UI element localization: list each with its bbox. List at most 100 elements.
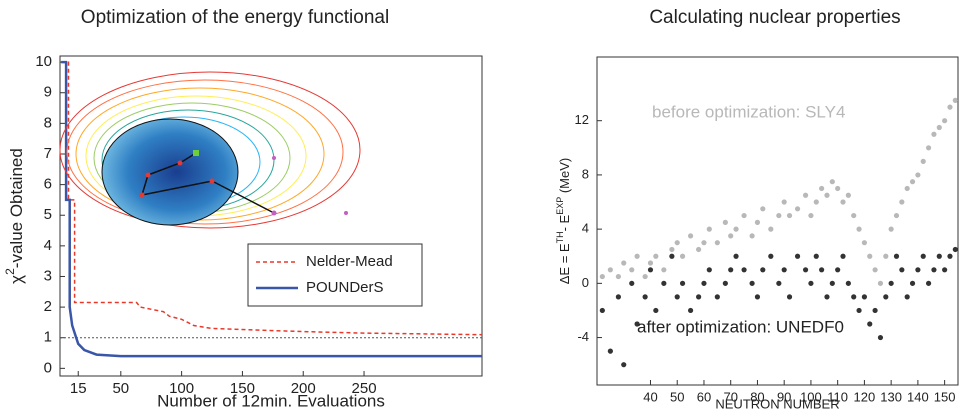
y-tick-label: -4	[577, 329, 589, 344]
point	[621, 260, 627, 266]
y-tick-label: 0	[44, 359, 52, 376]
point	[835, 267, 841, 273]
point	[768, 226, 774, 232]
point	[714, 294, 720, 300]
x-tick-label: 60	[697, 389, 711, 404]
point	[714, 240, 720, 246]
annotation: before optimization: SLY4	[652, 102, 845, 121]
point	[851, 294, 857, 300]
point	[808, 280, 814, 286]
point	[615, 273, 621, 280]
y-tick-label: 7	[44, 145, 52, 162]
x-tick-label: 120	[854, 389, 876, 404]
point	[893, 253, 900, 259]
y-tick-label: 12	[575, 112, 589, 127]
point	[615, 294, 621, 300]
y-tick-label: 9	[44, 84, 52, 101]
point	[653, 253, 659, 259]
point	[706, 267, 712, 273]
point	[728, 267, 734, 273]
x-tick-label: 150	[934, 389, 956, 404]
point	[872, 267, 878, 273]
point	[856, 226, 862, 232]
point	[877, 280, 884, 286]
point	[845, 192, 851, 198]
y-label-part: -value Obtained	[7, 148, 26, 268]
point	[888, 226, 894, 232]
point	[925, 145, 932, 151]
point	[776, 212, 782, 219]
chart-title: Optimization of the energy functional	[81, 7, 389, 28]
legend-box	[247, 243, 423, 307]
point	[733, 253, 739, 259]
point	[701, 240, 707, 246]
point	[607, 267, 613, 273]
contour-inset	[59, 71, 361, 229]
x-tick-label: 200	[291, 380, 316, 397]
point	[856, 307, 862, 314]
x-tick-label: 90	[777, 389, 791, 404]
point	[925, 280, 932, 286]
point	[936, 124, 942, 131]
point	[607, 348, 613, 354]
point	[829, 280, 835, 286]
point	[915, 267, 921, 273]
point	[942, 118, 948, 124]
point	[722, 280, 728, 286]
x-tick-label: 70	[723, 389, 737, 404]
y-tick-label: 5	[44, 206, 52, 223]
point	[915, 172, 921, 178]
x-tick-label: 150	[230, 380, 255, 397]
point	[669, 253, 675, 259]
point	[904, 294, 910, 300]
point	[877, 334, 884, 341]
point	[749, 233, 755, 239]
y-axis-label: ΔE = ETH- EEXP (MeV)	[555, 158, 572, 284]
x-axis-label: Number of 12min. Evaluations	[157, 391, 385, 410]
y-tick-label: 8	[582, 166, 589, 181]
point	[931, 131, 937, 137]
point	[942, 267, 948, 273]
point	[861, 240, 868, 246]
point	[687, 307, 694, 314]
legend-label: Nelder-Mead	[306, 253, 393, 270]
y-tick-label: 10	[35, 53, 52, 70]
y-label-part: χ	[7, 275, 26, 284]
point	[674, 294, 680, 300]
point	[696, 294, 702, 300]
point	[920, 253, 926, 259]
point	[781, 199, 787, 205]
x-tick-label: 50	[670, 389, 684, 404]
point	[899, 267, 905, 273]
point	[904, 185, 910, 192]
chart-title: Calculating nuclear properties	[649, 7, 900, 28]
point	[808, 212, 814, 219]
y-tick-label: 2	[44, 298, 52, 315]
point	[861, 294, 868, 300]
point	[920, 158, 926, 164]
point	[642, 273, 648, 280]
point	[840, 253, 846, 259]
point	[629, 267, 635, 273]
point	[599, 273, 605, 280]
point	[674, 240, 680, 246]
point	[634, 253, 640, 259]
x-tick-label: 40	[643, 389, 657, 404]
point	[741, 267, 747, 273]
x-tick-label: 80	[750, 389, 764, 404]
point	[851, 212, 857, 219]
point	[931, 267, 937, 273]
point	[634, 321, 640, 327]
point	[794, 253, 801, 259]
point	[813, 199, 819, 205]
point	[952, 246, 958, 253]
x-tick-label: 100	[169, 380, 194, 397]
point	[647, 267, 654, 273]
y-label-sup: 2	[3, 268, 17, 275]
point	[909, 179, 916, 185]
x-axis-label: NEUTRON NUMBER	[715, 396, 839, 411]
point	[749, 280, 755, 286]
point	[776, 280, 782, 286]
point	[867, 253, 873, 259]
